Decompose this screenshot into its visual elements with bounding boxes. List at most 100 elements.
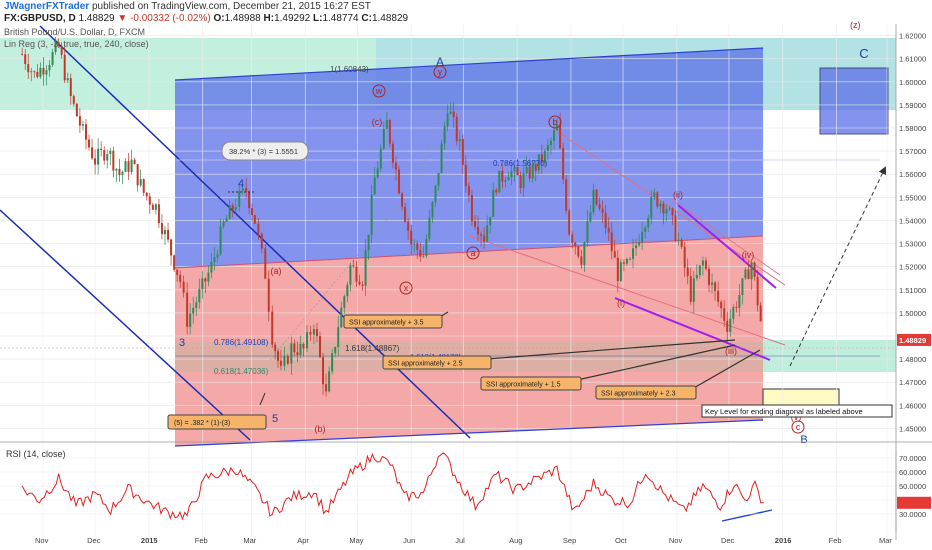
y-tick-label: 1.52000 <box>899 263 926 272</box>
candle-body <box>163 229 166 235</box>
candle-body <box>118 168 121 176</box>
candle-body <box>250 208 253 216</box>
author-name[interactable]: JWagnerFXTrader <box>4 1 90 12</box>
candle-body <box>145 192 148 197</box>
candle-body <box>130 159 133 172</box>
y-tick-label: 1.46000 <box>899 401 926 410</box>
blue-zone <box>175 48 763 268</box>
candle-body <box>66 78 69 81</box>
candle-body <box>352 265 355 267</box>
candle-body <box>248 191 251 209</box>
candle-body <box>115 168 118 171</box>
candle-body <box>628 258 631 260</box>
candle-body <box>182 281 185 293</box>
candle-body <box>410 230 413 245</box>
rsi-tick-label: 50.0000 <box>899 482 926 491</box>
candle-body <box>589 212 592 222</box>
candle-body <box>477 226 480 235</box>
candle-body <box>622 262 625 264</box>
candle-body <box>467 186 470 196</box>
wave-label-red: (i) <box>617 298 625 308</box>
last-price-badge-text: 1.48829 <box>899 336 926 345</box>
candle-body <box>458 138 461 142</box>
candle-body <box>680 239 683 247</box>
candle-body <box>322 357 325 385</box>
candle-body <box>613 251 616 258</box>
candle-body <box>443 126 446 144</box>
candle-body <box>170 239 173 256</box>
wave-label-red: a <box>470 248 475 258</box>
y-tick-label: 1.50000 <box>899 309 926 318</box>
candle-body <box>492 189 495 217</box>
candle-body <box>63 54 66 81</box>
ssi-callout-text: SSI approximately + 3.5 <box>349 320 424 327</box>
rsi-tick-label: 30.0000 <box>899 510 926 519</box>
candle-body <box>753 262 756 277</box>
wave-circle <box>548 115 562 129</box>
zones-layer <box>0 38 896 446</box>
candle-body <box>84 124 87 140</box>
candle-body <box>277 351 280 361</box>
indicator-name[interactable]: Lin Reg (3, -3, true, true, 240, close) <box>4 39 149 49</box>
fib-786b-label: 0.786(1.49108) <box>214 338 269 347</box>
candle-body <box>216 254 219 258</box>
candle-body <box>668 208 671 210</box>
candle-body <box>121 171 124 176</box>
candle-body <box>677 239 680 241</box>
candle-body <box>286 356 289 364</box>
axis-layer: 1.62000 1.61000 1.60000 1.59000 1.58000 1.570… <box>0 24 932 545</box>
candle-body <box>434 185 437 203</box>
candle-body <box>638 242 641 246</box>
candle-body <box>376 168 379 178</box>
candle-body <box>480 234 483 236</box>
dotted-zigzag-1 <box>269 179 421 361</box>
candle-body <box>656 192 659 207</box>
candle-body <box>635 245 638 249</box>
candle-body <box>91 147 94 159</box>
wave-label-red: y <box>438 67 443 77</box>
candle-body <box>54 42 57 53</box>
candle-body <box>546 145 549 151</box>
y-tick-label: 1.55000 <box>899 193 926 202</box>
candle-body <box>106 154 109 161</box>
rsi-title[interactable]: RSI (14, close) <box>6 449 66 459</box>
candle-body <box>241 188 244 191</box>
x-tick-label: Mar <box>243 536 256 545</box>
candle-body <box>72 96 75 104</box>
wave-label-red: (iv) <box>742 250 755 260</box>
diag-line-b <box>554 129 786 286</box>
candle-body <box>729 318 732 332</box>
candle-body <box>274 344 277 352</box>
candle-body <box>264 248 267 279</box>
candle-body <box>437 173 440 186</box>
dotted-zigzag-2 <box>419 109 441 181</box>
y-tick-label: 1.62000 <box>899 32 926 41</box>
candle-body <box>213 257 216 263</box>
candle-body <box>586 221 589 243</box>
open-label: O: <box>213 13 225 24</box>
candle-body <box>60 46 63 55</box>
wave-label-red: x <box>404 283 409 293</box>
candle-body <box>39 67 42 77</box>
candle-body <box>260 233 263 249</box>
candle-body <box>293 343 296 353</box>
candle-body <box>580 256 583 265</box>
candle-body <box>355 266 358 282</box>
candle-body <box>271 311 274 345</box>
candle-body <box>464 164 467 187</box>
candle-body <box>331 353 334 372</box>
candle-body <box>207 272 210 282</box>
candle-body <box>151 204 154 210</box>
candle-body <box>42 67 45 75</box>
candle-body <box>57 42 60 47</box>
candle-body <box>553 130 556 141</box>
candle-body <box>470 195 473 222</box>
candle-body <box>337 327 340 348</box>
candle-body <box>604 212 607 228</box>
wave-label-blue: A <box>436 55 444 69</box>
candle-body <box>133 159 136 165</box>
channel-line-lower <box>0 209 251 441</box>
wave-label-blue: C <box>859 46 868 61</box>
candle-body <box>136 164 139 186</box>
